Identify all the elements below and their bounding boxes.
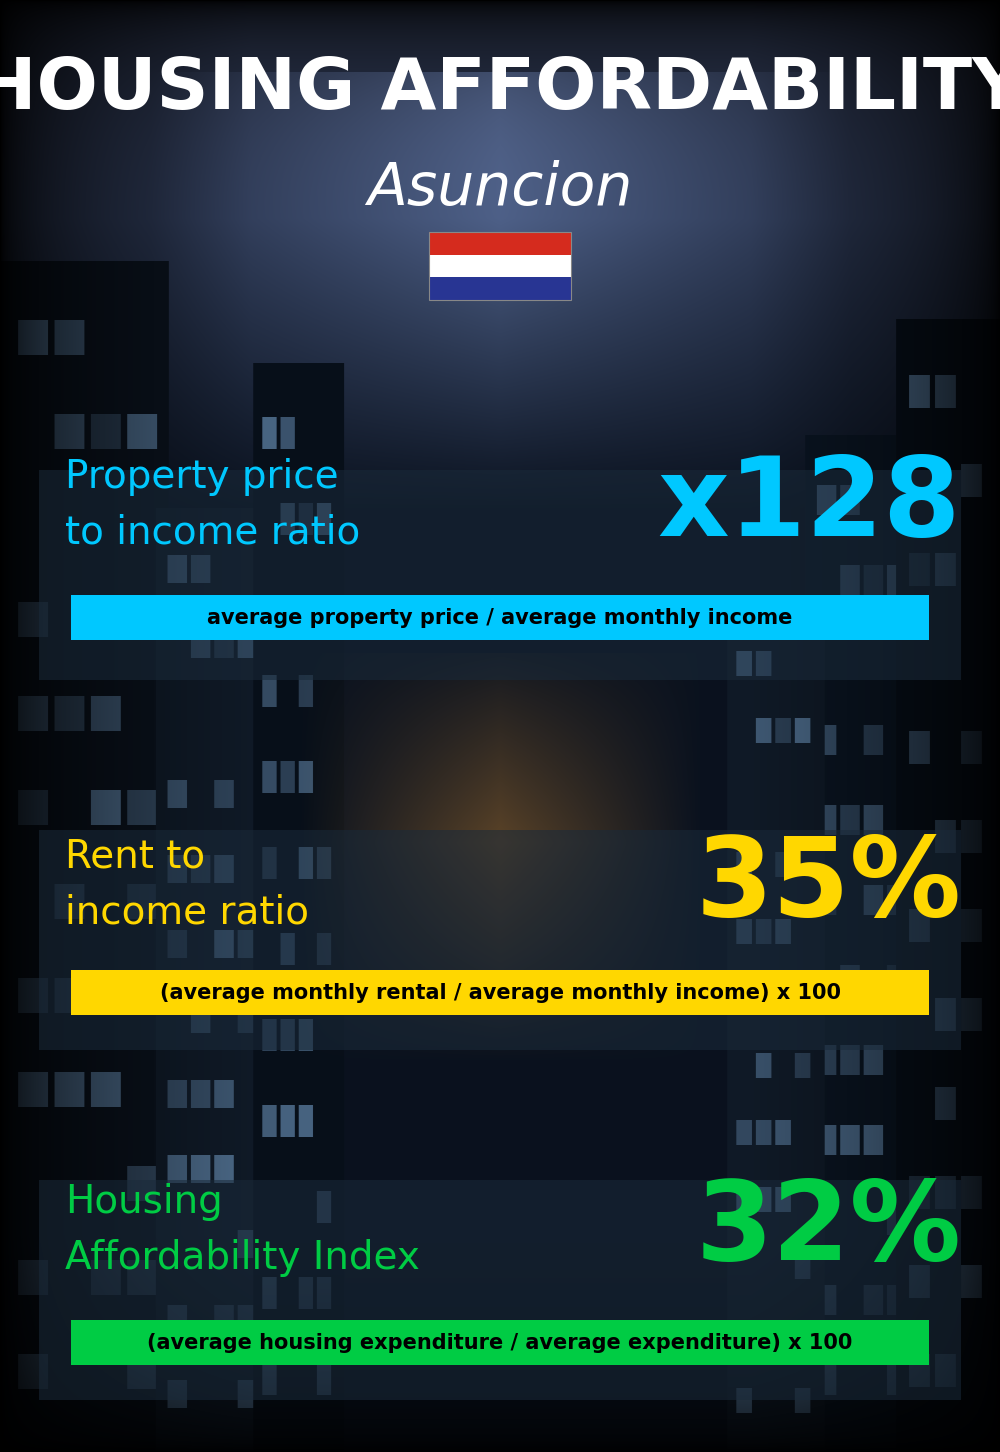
Text: HOUSING AFFORDABILITY: HOUSING AFFORDABILITY	[0, 55, 1000, 123]
Bar	[39, 470, 961, 680]
Text: x128: x128	[658, 452, 961, 559]
Text: Asuncion: Asuncion	[367, 160, 633, 216]
Bar	[39, 831, 961, 1050]
Bar	[429, 232, 571, 254]
Text: (average monthly rental / average monthly income) x 100: (average monthly rental / average monthl…	[160, 983, 840, 1003]
Bar	[429, 277, 571, 301]
Bar	[71, 1320, 929, 1365]
Text: average property price / average monthly income: average property price / average monthly…	[207, 608, 793, 629]
Bar	[71, 970, 929, 1015]
Text: 35%: 35%	[695, 832, 961, 938]
Text: Property price
to income ratio: Property price to income ratio	[65, 457, 360, 552]
Bar	[71, 595, 929, 640]
Text: Housing
Affordability Index: Housing Affordability Index	[65, 1183, 420, 1276]
Bar	[429, 254, 571, 277]
Text: (average housing expenditure / average expenditure) x 100: (average housing expenditure / average e…	[147, 1333, 853, 1353]
Bar	[39, 1180, 961, 1400]
Text: Rent to
income ratio: Rent to income ratio	[65, 838, 309, 932]
Text: 32%: 32%	[695, 1176, 961, 1284]
Bar	[429, 232, 571, 301]
